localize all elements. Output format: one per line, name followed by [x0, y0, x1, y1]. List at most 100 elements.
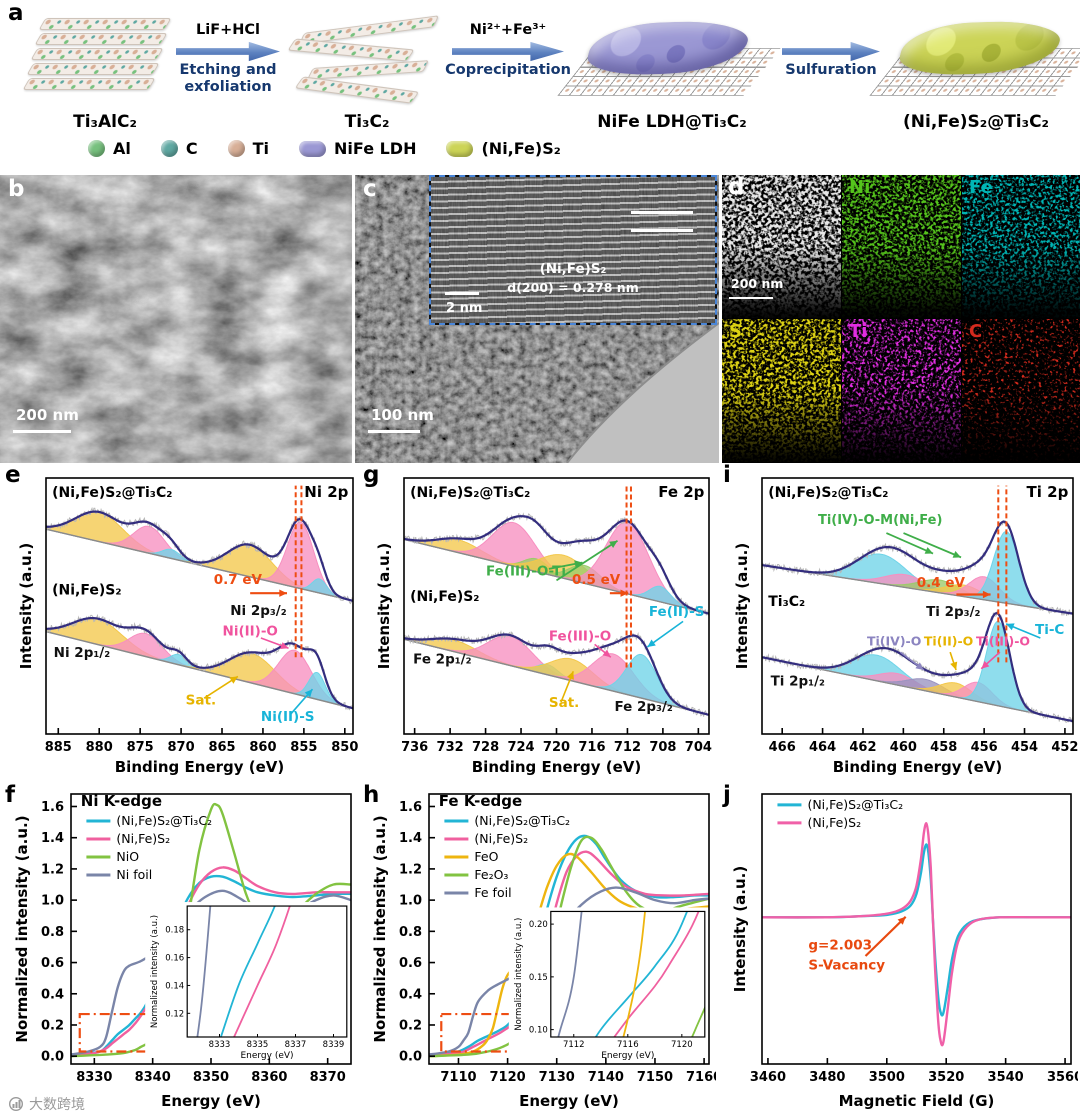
legend-label: Ti: [252, 139, 270, 158]
chart-el: [46, 506, 353, 711]
mxene-flake: [294, 76, 420, 104]
chart-annotation: Ni 2p₁/₂: [54, 645, 111, 661]
arrowhead: [981, 660, 990, 669]
chart-annotation: Fe(III)-O: [549, 629, 611, 645]
chart-annotation: Fe(III)-O-Ti: [486, 563, 566, 579]
x-tick-label: 704: [685, 740, 712, 755]
legend-item-c: C: [160, 139, 198, 158]
arrowhead: [924, 547, 934, 554]
chart-title: Fe 2p: [658, 483, 704, 501]
eds-map-c: C: [962, 319, 1080, 462]
x-tick-label: 7130: [539, 1070, 575, 1085]
x-tick-label: 466: [769, 740, 796, 755]
arrowhead: [952, 551, 961, 558]
chart-annotation: Sat.: [186, 693, 216, 709]
x-tick-label: 870: [168, 740, 195, 755]
watermark-logo-icon: [8, 1096, 24, 1112]
chart-title: Ni 2p: [304, 483, 348, 501]
chart-annotation: Ti 2p₃/₂: [926, 604, 980, 620]
legend-item-ti: Ti: [227, 139, 270, 158]
arrowhead: [574, 560, 583, 568]
y-axis-label: Intensity (a.u.): [732, 866, 749, 992]
legend-label: Al: [113, 139, 131, 158]
inset-scale-label: 2 nm: [446, 301, 483, 316]
x-tick-label: 3540: [988, 1070, 1024, 1085]
process-label: Coprecipitation: [445, 62, 571, 78]
arrowhead: [950, 661, 958, 670]
chart-ti2p-xps: 466 464 462 460 458 456 454 452 Binding Energy (…: [734, 470, 1078, 780]
inset-y-tick: 0.15: [529, 973, 548, 983]
y-tick-label: 1.0: [399, 894, 422, 909]
legend-label: (Ni,Fe)S₂@Ti₃C₂: [116, 813, 212, 828]
xps-envelope: [404, 633, 709, 716]
legend-label: Fe₂O₃: [474, 867, 508, 882]
ti3c2-graphic: [286, 15, 446, 110]
y-tick-label: 0.8: [41, 925, 64, 940]
panel-label-g: g: [363, 462, 380, 488]
scale-bar: [729, 296, 773, 299]
inset-x-label: Energy (eV): [240, 1051, 293, 1061]
scale-bar-label: 100 nm: [371, 406, 434, 424]
y-tick-label: 0.4: [41, 987, 64, 1002]
y-tick-label: 1.4: [399, 831, 422, 846]
y-tick-label: 0.8: [399, 925, 422, 940]
xps-baseline: [404, 638, 709, 716]
chart-svg-h: 7112 7116 7120 0.10 0.15 0.20 Energy (eV) Norma…: [372, 792, 716, 1110]
x-axis-label: Binding Energy (eV): [115, 758, 285, 776]
x-tick-label: 7140: [588, 1070, 624, 1085]
annotation-arrow: [903, 532, 962, 559]
process-label: Sulfuration: [785, 62, 877, 78]
x-tick-label: 3500: [869, 1070, 905, 1085]
inset-x-tick: 7112: [563, 1040, 585, 1050]
x-tick-label: 724: [507, 740, 534, 755]
legend-label: (Ni,Fe)S₂: [116, 831, 170, 846]
legend-label: (Ni,Fe)S₂@Ti₃C₂: [807, 797, 903, 812]
chart-annotation: 0.7 eV: [214, 572, 263, 588]
inset-series-line: [622, 911, 646, 1037]
d-spacing-marker: [631, 229, 693, 232]
chart-annotation: Sat.: [549, 695, 579, 711]
y-tick-label: 0.0: [399, 1050, 422, 1065]
spectrum-label: (Ni,Fe)S₂@Ti₃C₂: [52, 485, 172, 501]
legend-label: (Ni,Fe)S₂: [807, 815, 861, 830]
chart-svg-j: 3460 3480 3500 3520 3540 3560 Magnetic Field (…: [732, 793, 1078, 1110]
y-tick-label: 0.2: [41, 1018, 64, 1033]
inset-x-label: Energy (eV): [601, 1051, 654, 1061]
chart-annotation: Ti(IV)-O-M(Ni,Fe): [818, 513, 942, 528]
chart-ni2p-xps: 885 880 875 870 865 860 855 850 Binding Energy (…: [18, 470, 358, 780]
x-tick-label: 8350: [193, 1070, 229, 1085]
x-tick-label: 462: [849, 740, 876, 755]
legend-label: NiO: [116, 849, 139, 864]
inset-y-tick: 0.10: [529, 1026, 548, 1036]
max-layer: [30, 48, 164, 60]
eds-map-ni: Ni: [842, 175, 961, 318]
arrowhead: [897, 916, 906, 925]
structure-label-nifes2: (Ni,Fe)S₂@Ti₃C₂: [903, 112, 1049, 132]
chart-annotation: Fe 2p₃/₂: [614, 699, 672, 715]
x-tick-label: 885: [45, 740, 72, 755]
y-tick-label: 0.6: [41, 956, 64, 971]
reagent-label: LiF+HCl: [195, 22, 260, 38]
panel-label-i: i: [723, 462, 731, 488]
x-tick-label: 3460: [750, 1070, 786, 1085]
panel-label-d: d: [728, 175, 745, 200]
panel-d-eds-maps: d 200 nm Ni Fe S Ti C: [722, 175, 1080, 463]
series-line: [429, 835, 709, 1058]
x-tick-label: 716: [578, 740, 605, 755]
inset-y-tick: 0.16: [165, 954, 184, 964]
chart-svg-f: 8333 8335 8337 8339 0.12 0.14 0.16 0.18 Energy (…: [14, 792, 353, 1110]
chart-ni-kedge-xanes: 8333 8335 8337 8339 0.12 0.14 0.16 0.18 Energy (…: [14, 788, 358, 1114]
fe-map-texture: [962, 175, 1080, 318]
hrtem-inset: (Ni,Fe)S₂ d(200) = 0.278 nm 2 nm: [429, 175, 717, 325]
mxene-flake: [306, 60, 430, 80]
x-tick-label: 865: [208, 740, 235, 755]
arrowhead: [602, 649, 611, 658]
plot-frame: [761, 793, 1072, 1065]
x-axis-label: Binding Energy (eV): [833, 758, 1003, 776]
xps-envelope: [404, 515, 709, 615]
panel-label-b: b: [8, 176, 25, 202]
y-axis-label: Intensity (a.u.): [18, 543, 35, 669]
d-spacing-marker: [631, 211, 693, 214]
phase-label: (Ni,Fe)S₂: [539, 261, 607, 277]
arrowhead: [229, 676, 238, 684]
